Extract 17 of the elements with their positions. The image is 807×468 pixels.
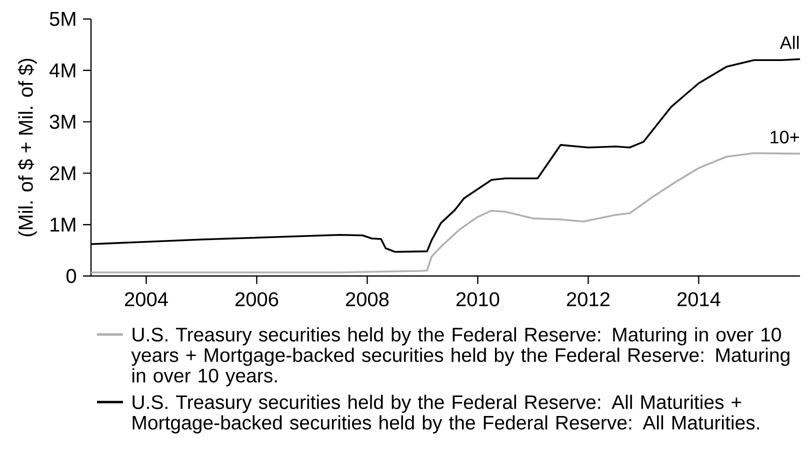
- y-tick-label: 0: [66, 268, 76, 284]
- x-tick-label: 2014: [677, 292, 720, 306]
- y-tick-label: 3M: [50, 114, 76, 129]
- y-axis-title: (Mil. of $ + Mil. of $): [18, 58, 37, 236]
- x-tick-label: 2004: [125, 292, 168, 306]
- y-tick-label: 4M: [49, 64, 76, 78]
- y-tick-label: 2M: [50, 166, 76, 180]
- y-tick-label: 1M: [50, 218, 76, 232]
- annotation: 10+: [770, 130, 799, 144]
- legend-label: U.S. Treasury securities held by the Federal Reserve: Maturing in over 10 years + Mortgage-backed securities held by the Federal Reserve: Maturing in over 10 years.: [131, 327, 790, 386]
- x-tick-label: 2012: [566, 292, 610, 306]
- annotation: All: [780, 36, 799, 49]
- x-tick-label: 2010: [456, 292, 500, 306]
- y-tick-label: 5M: [50, 12, 76, 26]
- legend-label: U.S. Treasury securities held by the Federal Reserve: All Maturities + Mortgage-backed securities held by the Federal Reserve: All Maturities.: [132, 394, 760, 434]
- x-tick-label: 2008: [346, 292, 389, 306]
- x-tick-label: 2006: [235, 292, 278, 306]
